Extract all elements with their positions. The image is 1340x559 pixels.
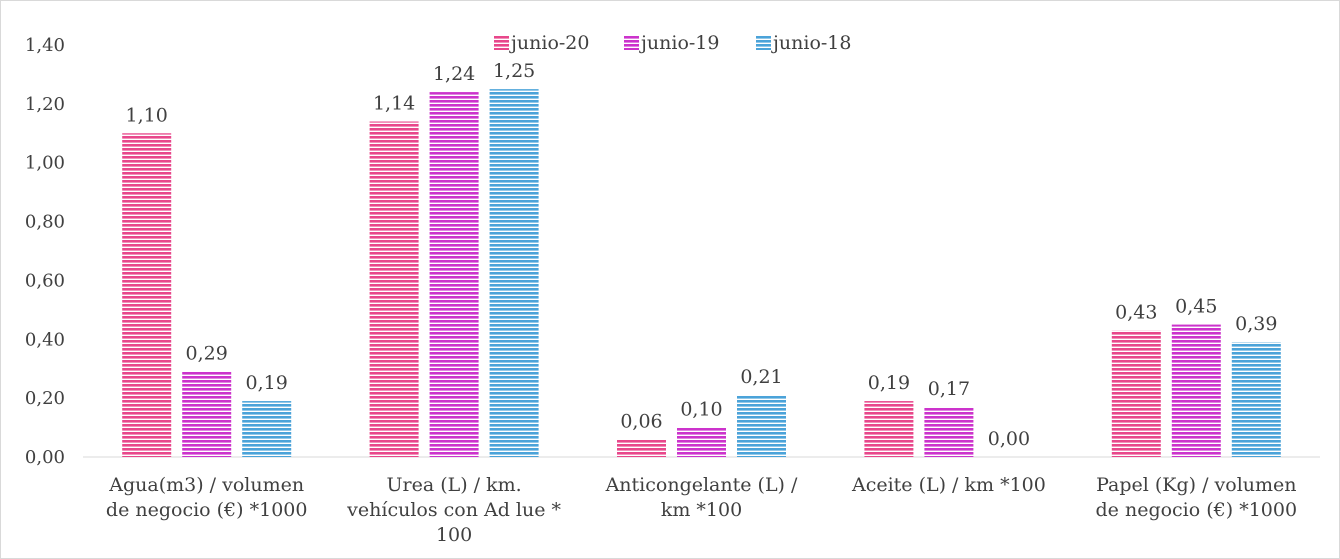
bar-junio-18 xyxy=(489,89,539,458)
y-tick-label: 0,20 xyxy=(25,388,65,409)
x-tick-label: vehículos con Ad lue * xyxy=(346,499,561,521)
bar-junio-19 xyxy=(924,406,974,457)
data-label: 0,00 xyxy=(988,428,1030,450)
data-label: 0,43 xyxy=(1115,301,1157,323)
bar-junio-20 xyxy=(369,121,419,457)
data-label: 1,14 xyxy=(373,93,415,115)
y-tick-label: 0,00 xyxy=(25,447,65,468)
legend-label: junio-18 xyxy=(771,32,851,54)
axes: 0,00 0,20 0,40 0,60 0,80 1,00 1,20 1,40 Agua(m3)… xyxy=(25,35,1320,546)
x-tick-label: 100 xyxy=(436,524,472,546)
data-label: 0,10 xyxy=(680,399,722,421)
data-label: 0,39 xyxy=(1235,313,1277,335)
bar-junio-19 xyxy=(1171,324,1221,457)
legend-swatch xyxy=(624,35,639,50)
data-label: 0,17 xyxy=(928,378,970,400)
y-tick-label: 0,40 xyxy=(25,329,65,350)
data-label: 1,25 xyxy=(493,60,535,82)
bar-junio-18 xyxy=(737,395,786,457)
bar-junio-19 xyxy=(182,371,232,457)
x-tick-label: Papel (Kg) / volumen xyxy=(1096,474,1296,496)
bar-junio-19 xyxy=(429,92,479,457)
x-tick-label: de negocio (€) *1000 xyxy=(106,499,308,521)
bar-junio-19 xyxy=(677,427,726,457)
y-tick-label: 0,80 xyxy=(25,212,65,233)
legend-label: junio-19 xyxy=(639,32,719,54)
x-tick-label: Urea (L) / km. xyxy=(386,474,521,496)
data-labels: 1,10 0,29 0,19 1,14 1,24 1,25 0,06 0,10 0,21 0,19… xyxy=(126,60,1278,450)
data-label: 0,06 xyxy=(620,410,662,432)
bar-junio-20 xyxy=(122,133,172,458)
data-label: 0,29 xyxy=(186,343,228,365)
bar-junio-18 xyxy=(242,401,292,457)
y-tick-label: 1,20 xyxy=(25,94,65,115)
bars xyxy=(122,89,1281,458)
data-label: 0,19 xyxy=(868,372,910,394)
legend: junio-20 junio-19 junio-18 xyxy=(494,32,851,54)
legend-swatch xyxy=(494,35,509,50)
data-label: 1,10 xyxy=(126,104,168,126)
bar-junio-20 xyxy=(864,401,914,457)
bar-junio-20 xyxy=(617,439,666,457)
y-tick-label: 1,40 xyxy=(25,35,65,56)
data-label: 1,24 xyxy=(433,63,475,85)
legend-swatch xyxy=(756,35,771,50)
data-label: 0,19 xyxy=(246,372,288,394)
bar-junio-18 xyxy=(1231,342,1281,457)
x-tick-label: Agua(m3) / volumen xyxy=(108,474,304,496)
data-label: 0,21 xyxy=(740,366,782,388)
bar-junio-20 xyxy=(1111,330,1161,457)
x-tick-label: de negocio (€) *1000 xyxy=(1096,499,1298,521)
data-label: 0,45 xyxy=(1175,296,1217,318)
legend-label: junio-20 xyxy=(509,32,589,54)
x-tick-label: Aceite (L) / km *100 xyxy=(851,474,1046,496)
x-tick-label: km *100 xyxy=(661,499,742,521)
x-tick-label: Anticongelante (L) / xyxy=(605,474,798,496)
y-tick-label: 1,00 xyxy=(25,153,65,174)
y-tick-label: 0,60 xyxy=(25,270,65,291)
